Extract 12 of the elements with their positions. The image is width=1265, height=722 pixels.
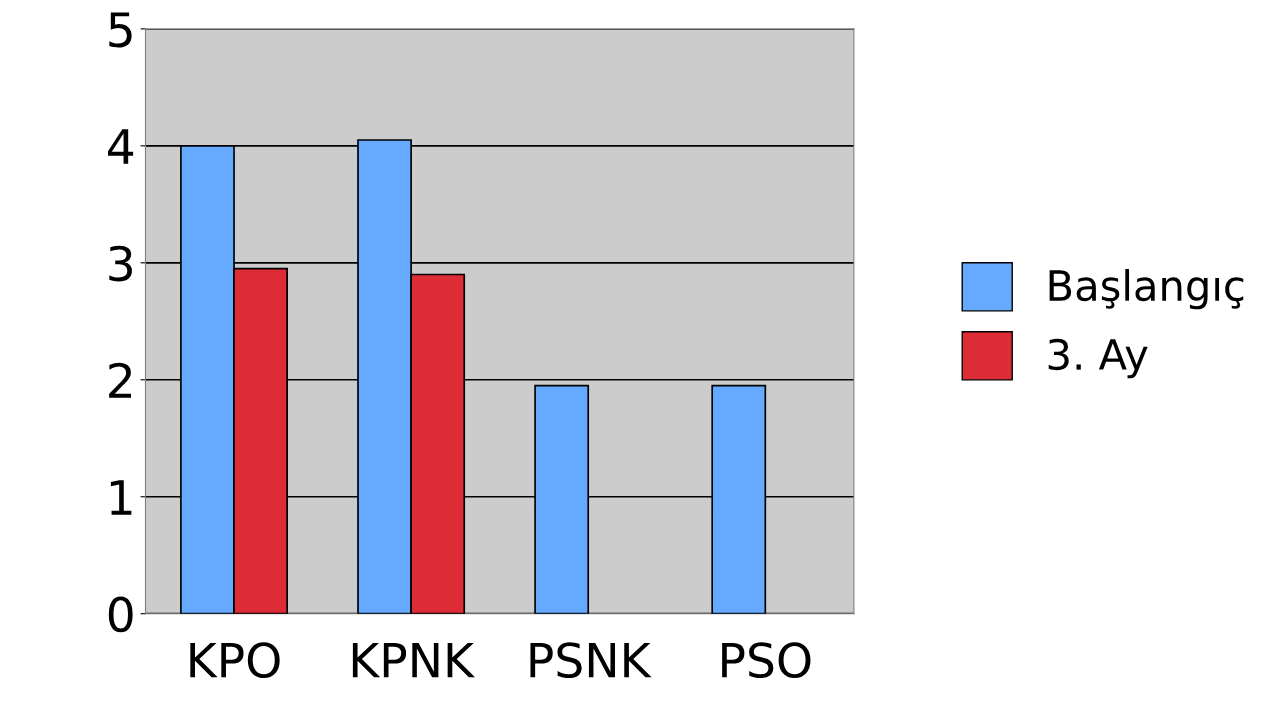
y-tick-label: 1	[110, 480, 132, 515]
y-tick-label: 0	[108, 596, 133, 633]
y-tick-label: 5	[109, 12, 132, 48]
legend-label: 3. Ay	[1048, 338, 1148, 379]
legend-label: Başlangıç	[1049, 269, 1244, 310]
x-tick-label: KPO	[190, 642, 280, 679]
x-tick-label: PSO	[722, 642, 811, 679]
y-tick-label: 2	[109, 362, 132, 398]
y-tick-label: 3	[109, 245, 132, 282]
x-tick-label: PSNK	[530, 642, 652, 679]
y-tick-label: 4	[108, 129, 134, 164]
x-tick-label: KPNK	[352, 642, 475, 678]
